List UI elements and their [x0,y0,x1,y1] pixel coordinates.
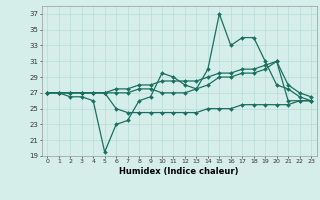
X-axis label: Humidex (Indice chaleur): Humidex (Indice chaleur) [119,167,239,176]
